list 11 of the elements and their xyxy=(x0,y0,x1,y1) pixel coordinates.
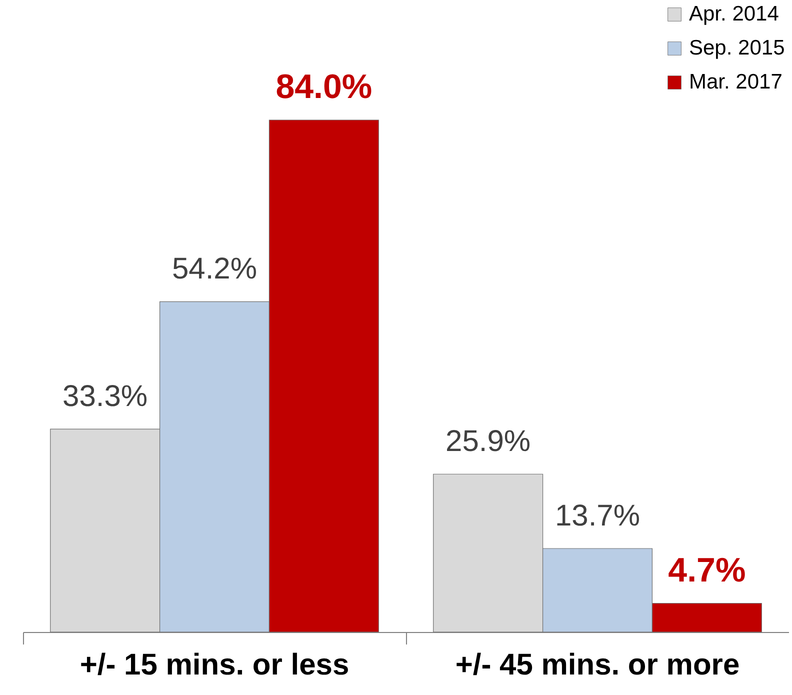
data-label: 13.7% xyxy=(554,499,640,532)
legend-label: Sep. 2015 xyxy=(689,36,785,60)
legend-label: Mar. 2017 xyxy=(689,70,782,94)
data-label: 25.9% xyxy=(446,425,531,458)
data-label: 84.0% xyxy=(276,68,372,106)
data-label: 4.7% xyxy=(668,551,746,590)
x-tick-label: +/- 15 mins. or less xyxy=(80,648,350,682)
data-label: 54.2% xyxy=(172,252,258,286)
x-tick-label: +/- 45 mins. or more xyxy=(455,648,740,682)
legend-label: Apr. 2014 xyxy=(689,2,780,26)
data-label: 33.3% xyxy=(62,380,148,414)
